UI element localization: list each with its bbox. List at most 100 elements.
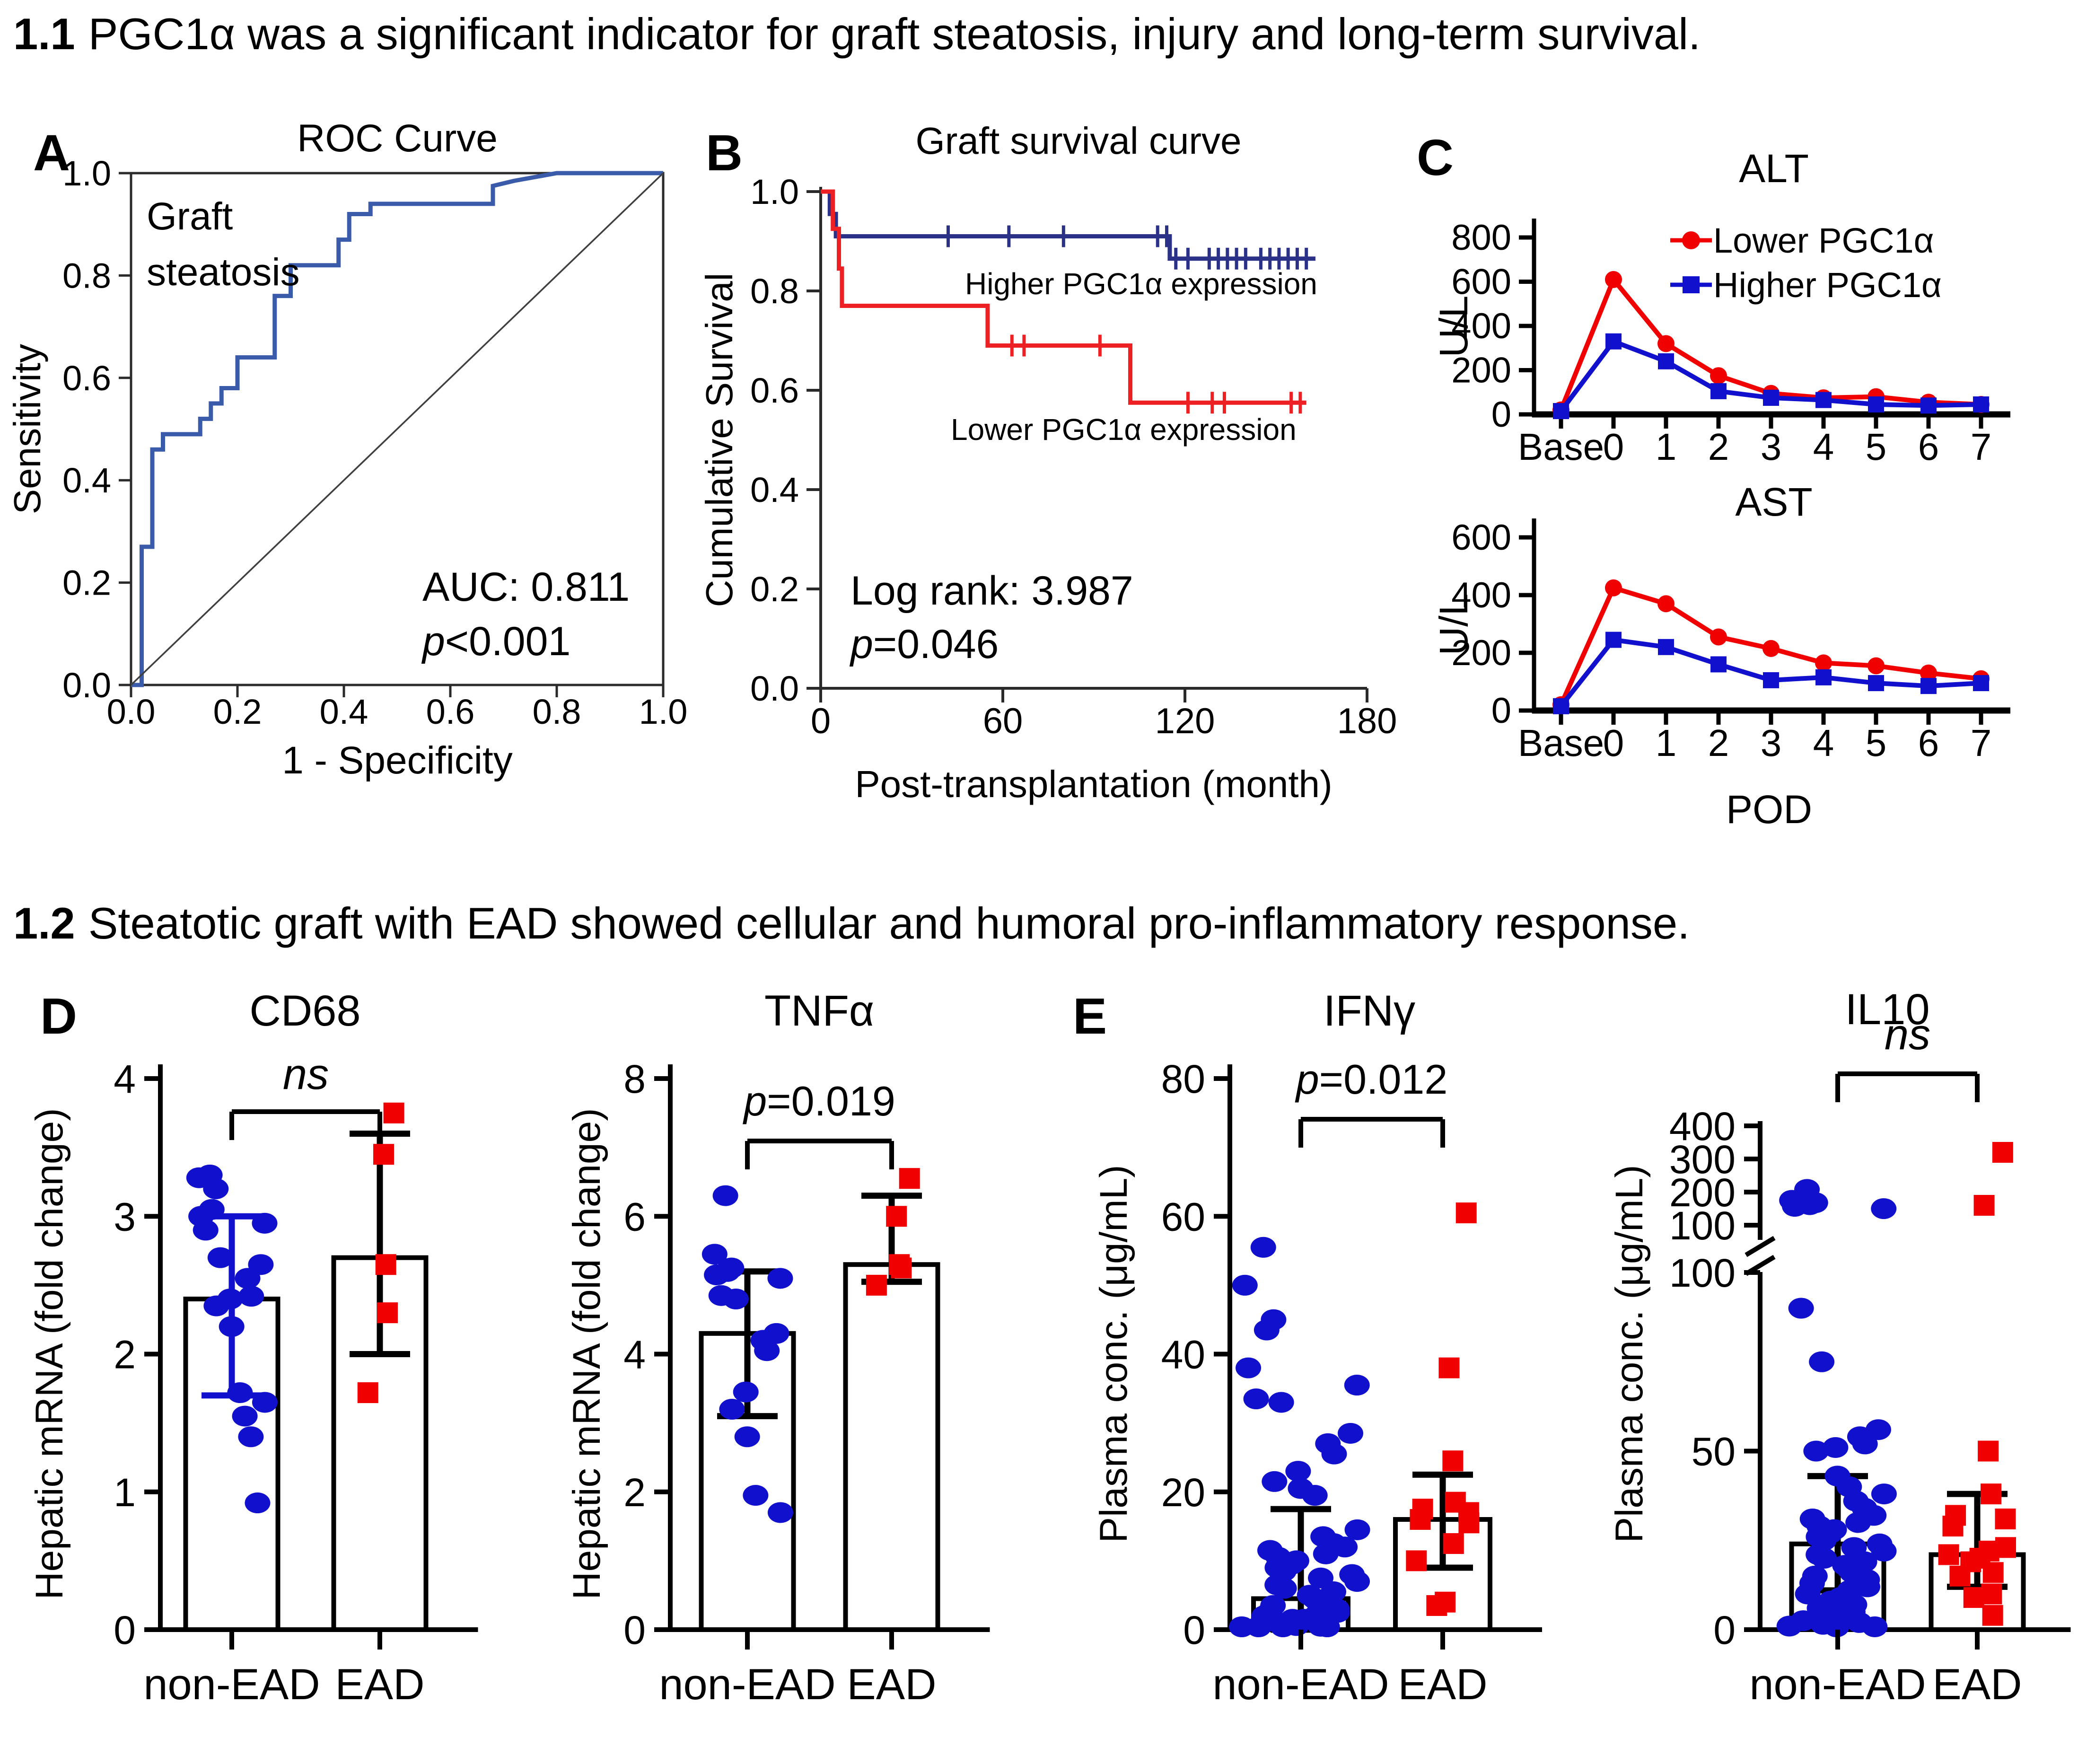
data-point-square xyxy=(1553,403,1569,419)
sig-label: p=0.019 xyxy=(742,1078,895,1124)
x-tick-label: 1.0 xyxy=(639,692,688,731)
panel-label-e: E xyxy=(1073,987,1107,1044)
y-axis-label: Hepatic mRNA (fold change) xyxy=(28,1108,71,1599)
sig-label: ns xyxy=(283,1050,329,1098)
y-tick-label: 60 xyxy=(1161,1194,1205,1239)
p-rest: =0.019 xyxy=(767,1078,895,1124)
y-tick-label: 0 xyxy=(1491,395,1511,435)
data-point-square xyxy=(1815,392,1832,408)
data-point-circle xyxy=(1803,1440,1829,1462)
series-label: Lower PGC1α expression xyxy=(951,412,1297,447)
data-point-circle xyxy=(734,1426,760,1448)
data-point-circle xyxy=(1871,1483,1897,1505)
data-point-circle xyxy=(1776,1615,1802,1637)
y-tick-label: 600 xyxy=(1451,518,1511,558)
y-tick-label: 300 xyxy=(1669,1137,1736,1182)
data-point-circle xyxy=(1782,1196,1808,1217)
y-tick-label: 0 xyxy=(1491,691,1511,731)
y-tick-label: 0 xyxy=(623,1608,646,1652)
data-point-circle xyxy=(219,1316,245,1337)
graft-survival-chart: B Graft survival curve 0.0 0.2 0.4 0.6 0.8 1.0 0… xyxy=(698,120,1397,805)
group-label: non-EAD xyxy=(1212,1660,1389,1709)
x-category-label: 4 xyxy=(1813,722,1834,764)
data-point-square xyxy=(1942,1516,1964,1537)
data-point-square xyxy=(1973,1195,1995,1216)
y-tick-label: 20 xyxy=(1161,1470,1205,1515)
data-point-square xyxy=(1710,656,1727,673)
data-point-circle xyxy=(1852,1433,1878,1455)
data-point-circle xyxy=(1262,1471,1288,1492)
panel-label-d: D xyxy=(40,987,77,1044)
data-point-circle xyxy=(1314,1616,1340,1637)
data-point-square xyxy=(1406,1550,1427,1571)
p-italic: p xyxy=(849,622,873,667)
p-value-annotation: p<0.001 xyxy=(421,619,570,664)
data-point-square xyxy=(1458,1512,1480,1534)
legend-marker-circle xyxy=(1682,231,1700,249)
p-rest: =0.046 xyxy=(873,622,999,667)
y-tick-label: 200 xyxy=(1451,633,1511,673)
y-tick-label: 0.6 xyxy=(62,359,111,398)
x-tick-label: 0.0 xyxy=(107,692,156,731)
y-tick-label: 4 xyxy=(623,1333,646,1377)
data-point-square xyxy=(383,1102,404,1123)
data-point-circle xyxy=(203,1178,229,1199)
data-point-circle xyxy=(1337,1422,1363,1444)
y-tick-label: 0 xyxy=(114,1608,136,1652)
section-2-number: 1.2 xyxy=(13,898,75,948)
km-curve xyxy=(821,189,1306,405)
x-axis-label: 1 - Specificity xyxy=(282,739,513,782)
data-point-square xyxy=(375,1254,396,1275)
y-tick-label: 400 xyxy=(1451,306,1511,346)
y-tick-label: 0.2 xyxy=(62,563,111,603)
x-tick-label: 0.4 xyxy=(320,692,368,731)
data-point-square xyxy=(866,1274,887,1296)
y-tick-label: 50 xyxy=(1692,1430,1736,1474)
y-tick-label: 4 xyxy=(114,1057,136,1101)
data-point-circle xyxy=(1229,1616,1255,1637)
y-tick-label: 400 xyxy=(1669,1104,1736,1149)
data-point-circle xyxy=(1254,1319,1280,1341)
data-point-square xyxy=(899,1168,920,1189)
data-point-circle xyxy=(712,1185,738,1206)
y-tick-label: 100 xyxy=(1669,1251,1736,1295)
data-point-circle xyxy=(1302,1485,1328,1506)
y-tick-label: 0 xyxy=(1713,1608,1736,1652)
x-category-label: 0 xyxy=(1603,722,1624,764)
x-tick-label: 120 xyxy=(1155,701,1215,741)
corner-annotation: Graft xyxy=(147,195,233,238)
y-tick-label: 6 xyxy=(623,1194,646,1239)
x-category-label: 0 xyxy=(1603,426,1624,468)
data-point-square xyxy=(1920,397,1937,414)
data-point-circle xyxy=(1271,1578,1297,1599)
data-point-square xyxy=(1949,1565,1971,1587)
data-point-circle xyxy=(1657,335,1675,352)
roc-series-line xyxy=(131,171,663,687)
x-category-label: 1 xyxy=(1656,426,1677,468)
x-category-label: 5 xyxy=(1866,426,1887,468)
reference-diagonal-line xyxy=(130,172,664,686)
data-point-circle xyxy=(1815,654,1832,672)
group-label: EAD xyxy=(1398,1660,1487,1709)
x-tick-label: 60 xyxy=(983,701,1023,741)
data-point-circle xyxy=(1657,595,1675,613)
data-point-square xyxy=(1992,1142,2013,1163)
p-italic: p xyxy=(1295,1056,1319,1103)
data-point-square xyxy=(1658,353,1674,369)
roc-curve-chart: A ROC Curve 0.0 0.2 0.4 0.6 0.8 1.0 0.0 0.2 0.4 0.6… xyxy=(6,117,688,782)
y-axis-label: Hepatic mRNA (fold change) xyxy=(565,1108,608,1599)
group-label: EAD xyxy=(1932,1660,2022,1709)
y-tick-label: 0.4 xyxy=(750,470,799,509)
sig-label: p=0.012 xyxy=(1295,1056,1448,1103)
data-point-circle xyxy=(1344,1375,1370,1396)
panel-label-c: C xyxy=(1417,129,1454,186)
x-category-label: 6 xyxy=(1918,426,1939,468)
data-point-circle xyxy=(1871,1198,1897,1219)
data-point-circle xyxy=(743,1485,769,1506)
logrank-annotation: Log rank: 3.987 xyxy=(850,568,1133,614)
data-point-circle xyxy=(1811,1548,1837,1569)
data-point-square xyxy=(891,1257,912,1279)
